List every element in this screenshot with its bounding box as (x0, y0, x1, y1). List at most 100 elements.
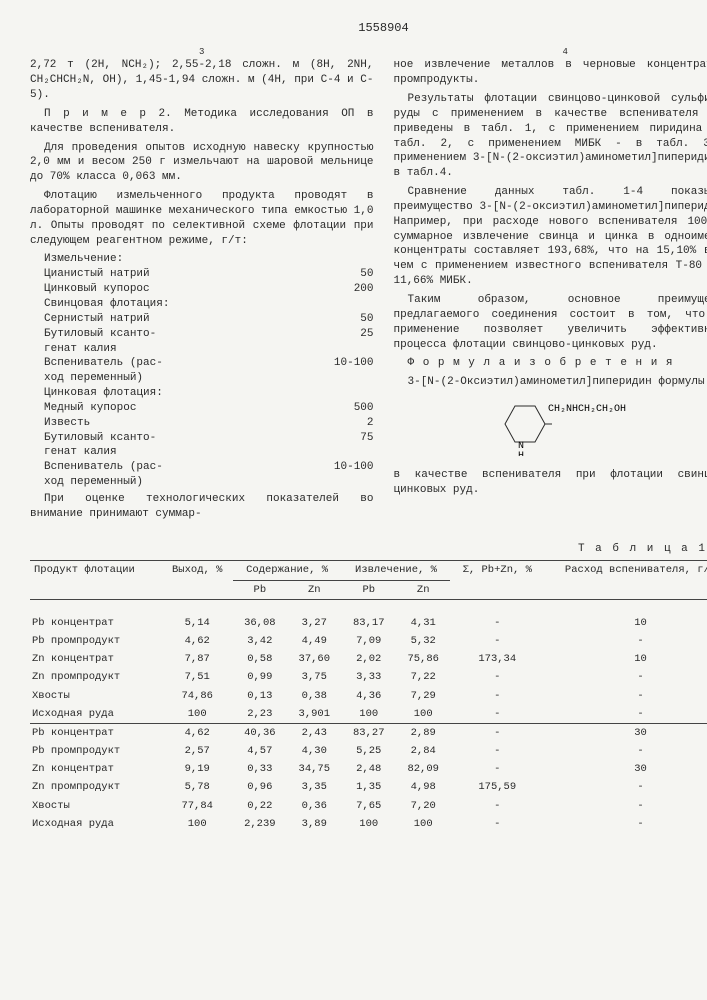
page-col-num-right: 4 (394, 46, 707, 58)
table-row: Pb концентрат5,1436,083,2783,174,31-10 (30, 614, 707, 632)
para: При оценке технологических показателей в… (30, 492, 374, 522)
cell-yield: 77,84 (162, 797, 233, 815)
table-row: Исходная руда1002,2393,89100100-- (30, 815, 707, 833)
cell-epb: 7,09 (342, 632, 396, 650)
cell-cons: 10 (544, 650, 707, 668)
cell-sum: - (450, 760, 544, 778)
cell-cpb: 0,99 (233, 668, 287, 686)
cell-cons: - (544, 797, 707, 815)
para: Сравнение данных табл. 1-4 показывает пр… (394, 185, 707, 289)
chemical-formula: N H CH₂NHCH₂CH₂OH (394, 396, 707, 462)
cell-cons: - (544, 815, 707, 833)
cell-czn: 0,36 (287, 797, 341, 815)
cell-czn: 3,27 (287, 614, 341, 632)
reagent-name: Медный купорос (30, 401, 314, 416)
cell-cpb: 0,96 (233, 778, 287, 796)
cell-ezn: 75,86 (396, 650, 450, 668)
cell-cons: - (544, 778, 707, 796)
cell-epb: 83,17 (342, 614, 396, 632)
para: П р и м е р 2. Методика исследования ОП … (30, 107, 374, 137)
cell-epb: 100 (342, 705, 396, 724)
th-sum: Σ, Pb+Zn, % (450, 561, 544, 599)
claim-text: в качестве вспенивателя при флотации сви… (394, 468, 707, 498)
cell-sum: - (450, 723, 544, 742)
cell-sum: - (450, 687, 544, 705)
reagent-name: Цинковый купорос (30, 282, 314, 297)
table-row: Zn концентрат9,190,3334,752,4882,09-30 (30, 760, 707, 778)
cell-sum: - (450, 614, 544, 632)
table-row: Исходная руда1002,233,901100100-- (30, 705, 707, 724)
cell-epb: 7,65 (342, 797, 396, 815)
cell-cpb: 3,42 (233, 632, 287, 650)
cell-czn: 4,30 (287, 742, 341, 760)
reagent-value: 500 (314, 401, 374, 416)
reagent-name: Цианистый натрий (30, 267, 314, 282)
table-row: Хвосты74,860,130,384,367,29-- (30, 687, 707, 705)
cell-sum: - (450, 668, 544, 686)
cell-ezn: 100 (396, 815, 450, 833)
para: Таким образом, основное преимущество пре… (394, 293, 707, 352)
reagent-name: Вспениватель (рас- ход переменный) (30, 460, 314, 490)
cell-ezn: 7,22 (396, 668, 450, 686)
reagent-row: Вспениватель (рас- ход переменный)10-100 (30, 356, 374, 386)
reagent-row: Медный купорос500 (30, 401, 374, 416)
cell-ezn: 7,20 (396, 797, 450, 815)
cell-epb: 3,33 (342, 668, 396, 686)
reagent-row: Бутиловый ксанто- генат калия75 (30, 431, 374, 461)
cell-yield: 100 (162, 705, 233, 724)
cell-cons: 30 (544, 723, 707, 742)
cell-cpb: 0,13 (233, 687, 287, 705)
cell-product: Pb концентрат (30, 614, 162, 632)
cell-epb: 2,48 (342, 760, 396, 778)
cell-sum: - (450, 815, 544, 833)
cell-yield: 4,62 (162, 632, 233, 650)
reagent-row: Цинковый купорос200 (30, 282, 374, 297)
cell-product: Pb промпродукт (30, 632, 162, 650)
page-col-num-left: 3 (30, 46, 374, 58)
para: Флотацию измельченного продукта проводят… (30, 189, 374, 248)
cell-ezn: 2,84 (396, 742, 450, 760)
cell-cpb: 36,08 (233, 614, 287, 632)
reagent-name: Бутиловый ксанто- генат калия (30, 327, 314, 357)
flotation-results-table: Продукт флотации Выход, % Содержание, % … (30, 560, 707, 832)
cell-epb: 100 (342, 815, 396, 833)
cell-yield: 5,78 (162, 778, 233, 796)
th-yield: Выход, % (162, 561, 233, 599)
reagent-section-header: Свинцовая флотация: (30, 297, 374, 312)
reagent-value: 2 (314, 416, 374, 431)
piperidine-ring-icon: N H CH₂NHCH₂CH₂OH (490, 396, 640, 456)
reagent-row: Сернистый натрий50 (30, 312, 374, 327)
right-column: 4 ное извлечение металлов в черновые кон… (394, 46, 707, 525)
cell-product: Исходная руда (30, 815, 162, 833)
reagent-section-header: Цинковая флотация: (30, 386, 374, 401)
reagent-list: Измельчение: Цианистый натрий50 Цинковый… (30, 252, 374, 490)
cell-epb: 4,36 (342, 687, 396, 705)
cell-product: Zn промпродукт (30, 668, 162, 686)
para: Для проведения опытов исходную навеску к… (30, 141, 374, 186)
cell-sum: - (450, 742, 544, 760)
th-content: Содержание, % (233, 561, 342, 580)
cell-cons: - (544, 742, 707, 760)
cell-product: Zn концентрат (30, 650, 162, 668)
cell-cpb: 2,239 (233, 815, 287, 833)
cell-cpb: 0,22 (233, 797, 287, 815)
cell-product: Исходная руда (30, 705, 162, 724)
reagent-name: Известь (30, 416, 314, 431)
cell-czn: 4,49 (287, 632, 341, 650)
table-row: Zn промпродукт7,510,993,753,337,22-- (30, 668, 707, 686)
table-row: Pb промпродукт2,574,574,305,252,84-- (30, 742, 707, 760)
cell-czn: 3,75 (287, 668, 341, 686)
cell-yield: 9,19 (162, 760, 233, 778)
cell-czn: 37,60 (287, 650, 341, 668)
cell-product: Zn концентрат (30, 760, 162, 778)
reagent-row: Вспениватель (рас- ход переменный)10-100 (30, 460, 374, 490)
cell-czn: 34,75 (287, 760, 341, 778)
reagent-row: Бутиловый ксанто- генат калия25 (30, 327, 374, 357)
cell-product: Pb промпродукт (30, 742, 162, 760)
reagent-value: 25 (314, 327, 374, 357)
cell-product: Хвосты (30, 687, 162, 705)
table-row: Pb концентрат4,6240,362,4383,272,89-30 (30, 723, 707, 742)
formula-h-label: H (518, 451, 524, 456)
reagent-name: Сернистый натрий (30, 312, 314, 327)
table-caption: Т а б л и ц а 1 (30, 542, 707, 557)
